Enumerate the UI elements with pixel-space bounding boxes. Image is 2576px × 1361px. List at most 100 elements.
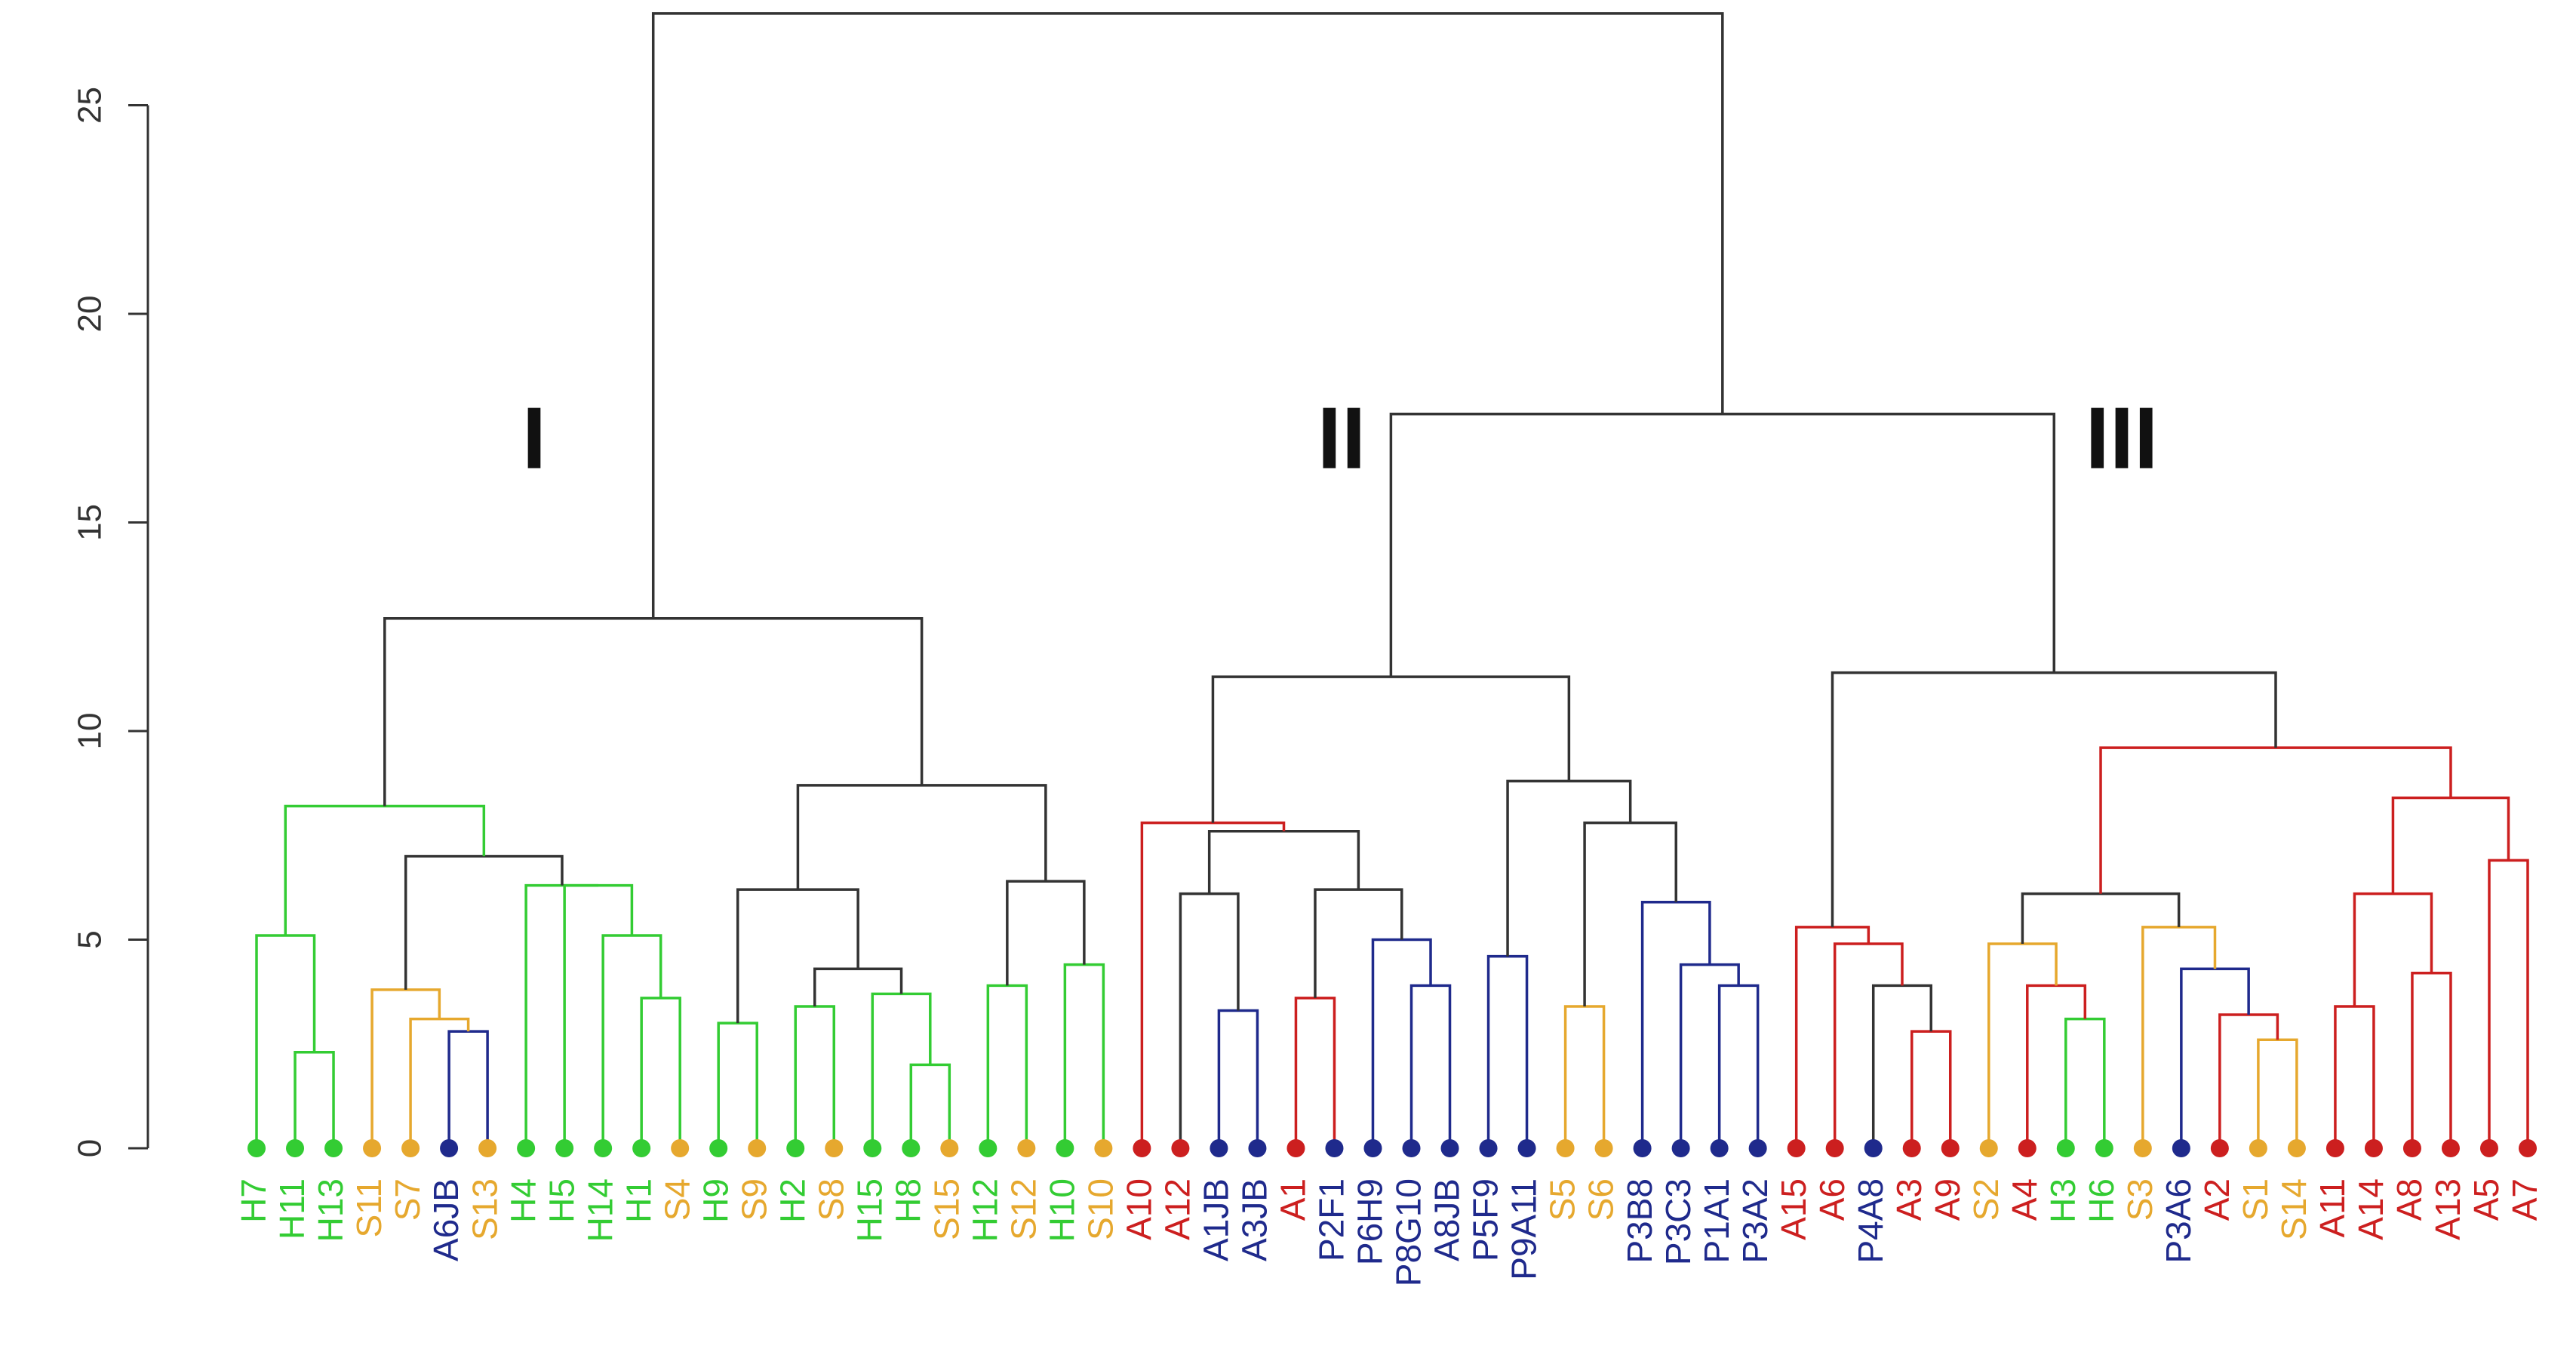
leaf-label: S8 bbox=[811, 1178, 850, 1221]
leaf-label: H11 bbox=[272, 1178, 312, 1240]
leaf-point bbox=[2479, 1139, 2498, 1157]
dendrogram-link bbox=[1871, 984, 1932, 1148]
dendrogram-link bbox=[1140, 821, 1286, 1148]
dendrogram-link bbox=[2026, 984, 2087, 1148]
leaf-point bbox=[1787, 1139, 1806, 1157]
leaf-label: A10 bbox=[1120, 1178, 1159, 1240]
dendrogram-link bbox=[2141, 926, 2217, 1148]
dendrogram-link bbox=[2021, 892, 2181, 945]
leaf-point bbox=[1210, 1139, 1228, 1157]
dendrogram-link bbox=[796, 784, 1047, 890]
dendrogram-link bbox=[404, 855, 564, 990]
leaf-label: A3JB bbox=[1235, 1178, 1274, 1261]
leaf-point bbox=[1864, 1139, 1883, 1157]
y-axis: 0 5 10 15 20 25 bbox=[72, 87, 149, 1157]
leaf-point bbox=[671, 1139, 690, 1157]
leaf-label: S5 bbox=[1543, 1178, 1582, 1221]
dendrogram-link bbox=[294, 1051, 335, 1148]
dendrogram-link bbox=[284, 804, 486, 935]
dendrogram-link bbox=[1910, 1030, 1952, 1148]
leaf-point bbox=[979, 1139, 998, 1157]
dendrogram-link bbox=[794, 1005, 835, 1148]
dendrogram-link bbox=[1294, 997, 1336, 1148]
dendrogram-link bbox=[2391, 796, 2510, 894]
dendrogram-link bbox=[383, 616, 924, 806]
dendrogram-link bbox=[1717, 984, 1760, 1148]
leaf-point bbox=[1017, 1139, 1036, 1157]
dendrogram-link bbox=[2353, 892, 2433, 1006]
leaf-label: S6 bbox=[1582, 1178, 1621, 1221]
leaf-point bbox=[2325, 1139, 2344, 1157]
leaf-label: A6 bbox=[1812, 1178, 1852, 1221]
dendrogram-link bbox=[1679, 963, 1740, 1148]
leaf-label: H8 bbox=[888, 1178, 927, 1223]
dendrogram-link bbox=[370, 988, 441, 1148]
leaf-point bbox=[2441, 1139, 2460, 1157]
dendrogram-link bbox=[1371, 938, 1432, 1148]
leaf-label: H5 bbox=[542, 1178, 581, 1223]
leaf-label: S4 bbox=[657, 1178, 696, 1221]
dendrogram-link bbox=[601, 934, 662, 1148]
leaf-point bbox=[1748, 1139, 1767, 1157]
leaf-point bbox=[1710, 1139, 1729, 1157]
leaf-point bbox=[1402, 1139, 1421, 1157]
dendrogram-link bbox=[2064, 1017, 2106, 1148]
leaf-point bbox=[1286, 1139, 1305, 1157]
leaf-point bbox=[863, 1139, 882, 1157]
y-tick-label: 25 bbox=[72, 87, 109, 124]
leaf-label: A6JB bbox=[426, 1178, 466, 1261]
leaf-point bbox=[2210, 1139, 2229, 1157]
dendrogram-link bbox=[2099, 746, 2452, 894]
dendrogram-link bbox=[1506, 779, 1632, 957]
leaf-label: S12 bbox=[1004, 1178, 1043, 1240]
leaf-label: P8G10 bbox=[1389, 1178, 1428, 1286]
dendrogram-link bbox=[1640, 900, 1711, 1148]
leaf-point bbox=[748, 1139, 767, 1157]
dendrogram-link bbox=[524, 883, 598, 1148]
cluster-label: III bbox=[2086, 389, 2159, 487]
leaf-point bbox=[1979, 1139, 1998, 1157]
leaf-label: P4A8 bbox=[1851, 1178, 1890, 1264]
leaf-label: P2F1 bbox=[1312, 1178, 1351, 1261]
leaf-label: H7 bbox=[234, 1178, 273, 1223]
leaf-label: P3C3 bbox=[1658, 1178, 1698, 1265]
leaf-point bbox=[632, 1139, 651, 1157]
leaf-label: S3 bbox=[2120, 1178, 2159, 1221]
dendrogram-link bbox=[717, 1022, 758, 1148]
leaf-label: A2 bbox=[2197, 1178, 2236, 1221]
leaf-point bbox=[1325, 1139, 1344, 1157]
leaf-label: S14 bbox=[2274, 1178, 2313, 1240]
leaf-point bbox=[1556, 1139, 1575, 1157]
leaf-point bbox=[1671, 1139, 1690, 1157]
leaf-label: P6H9 bbox=[1351, 1178, 1390, 1265]
leaf-label: H12 bbox=[965, 1178, 1004, 1242]
leaf-point bbox=[286, 1139, 305, 1157]
leaf-point bbox=[594, 1139, 613, 1157]
dendrogram-link bbox=[447, 1030, 489, 1148]
leaf-point bbox=[2402, 1139, 2421, 1157]
leaf-point bbox=[2287, 1139, 2306, 1157]
dendrogram-links bbox=[255, 12, 2529, 1148]
leaf-point bbox=[2519, 1139, 2537, 1157]
leaf-label: H10 bbox=[1043, 1178, 1082, 1242]
dendrogram-link bbox=[2411, 971, 2452, 1148]
leaf-label: P5F9 bbox=[1466, 1178, 1505, 1261]
leaf-label: P9A11 bbox=[1505, 1178, 1544, 1280]
y-tick-label: 15 bbox=[72, 504, 109, 541]
leaf-point bbox=[1594, 1139, 1613, 1157]
leaf-label: S7 bbox=[388, 1178, 427, 1221]
leaf-point bbox=[1363, 1139, 1382, 1157]
leaf-point bbox=[440, 1139, 459, 1157]
dendrogram-link bbox=[1207, 829, 1360, 894]
leaf-label: H4 bbox=[503, 1178, 543, 1223]
dendrogram-link bbox=[736, 888, 859, 1024]
dendrogram-link bbox=[1833, 942, 1904, 1148]
leaf-point bbox=[2133, 1139, 2152, 1157]
dendrogram-link bbox=[409, 1017, 470, 1148]
leaf-label: S9 bbox=[734, 1178, 773, 1221]
leaf-point bbox=[2056, 1139, 2075, 1157]
leaf-label: S1 bbox=[2236, 1178, 2275, 1221]
leaf-point bbox=[1517, 1139, 1536, 1157]
leaf-label: A11 bbox=[2313, 1178, 2352, 1237]
leaf-point bbox=[401, 1139, 420, 1157]
